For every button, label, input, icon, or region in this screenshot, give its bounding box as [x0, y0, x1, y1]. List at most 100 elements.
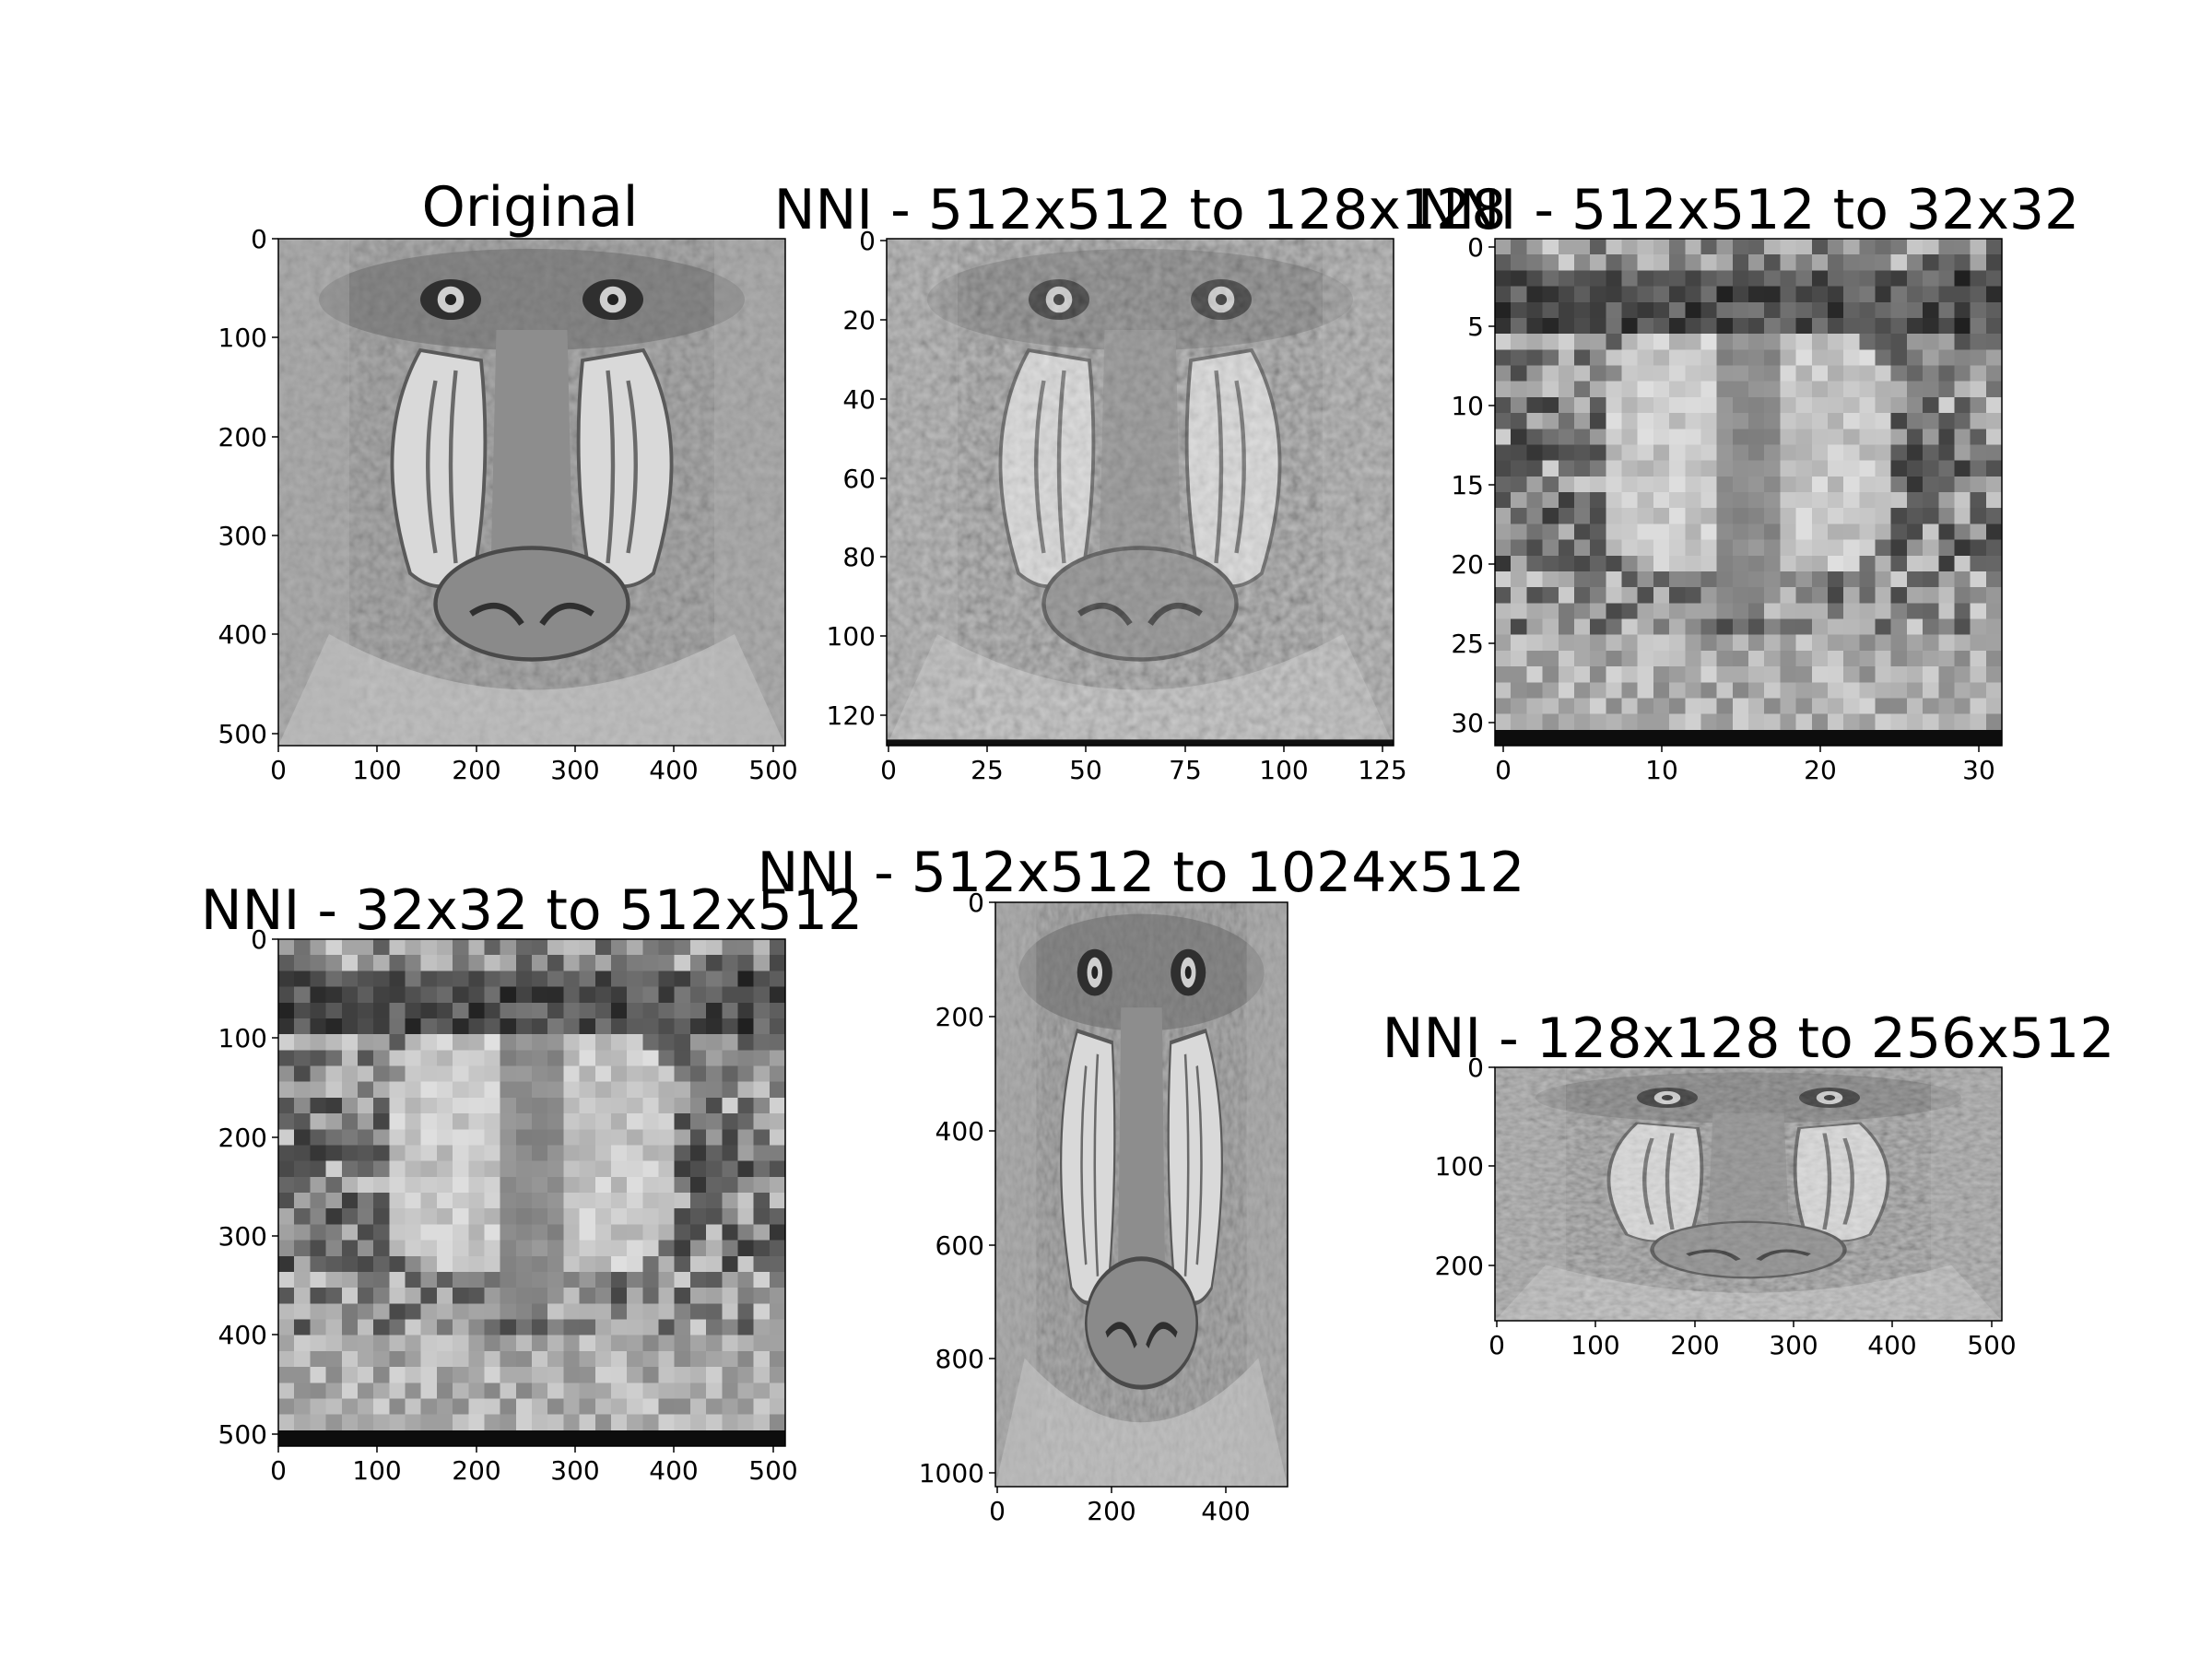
pixel-cell: [1590, 713, 1606, 731]
pixel-cell: [294, 1224, 311, 1241]
pixel-cell: [515, 1002, 533, 1019]
pixel-cell: [722, 1050, 738, 1066]
pixel-cell: [325, 1414, 343, 1431]
pixel-cell: [1573, 270, 1591, 287]
pixel-cell: [1700, 634, 1717, 652]
pixel-cell: [1573, 460, 1591, 477]
pixel-cell: [1621, 460, 1639, 477]
pixel-cell: [532, 1160, 548, 1178]
pixel-cell: [594, 1208, 612, 1225]
pixel-cell: [610, 986, 628, 1004]
pixel-cell: [706, 1208, 723, 1225]
pixel-cell: [1700, 239, 1717, 255]
pixel-cell: [1606, 270, 1622, 287]
pixel-cell: [579, 939, 596, 956]
pixel-cell: [594, 1288, 612, 1304]
pixel-cell: [1526, 508, 1543, 524]
pixel-cell: [579, 1208, 596, 1225]
pixel-cell: [1923, 682, 1939, 699]
pixel-cell: [1669, 270, 1686, 287]
pixel-cell: [547, 1193, 564, 1209]
pixel-cell: [515, 1097, 533, 1114]
pixel-cell: [1511, 729, 1527, 746]
pixel-cell: [753, 1145, 771, 1161]
pixel-cell: [1843, 301, 1860, 319]
pixel-cell: [294, 955, 311, 971]
pixel-cell: [1985, 460, 2002, 477]
pixel-cell: [658, 1097, 676, 1114]
pixel-cell: [1795, 587, 1813, 604]
pixel-cell: [722, 1081, 738, 1099]
pixel-cell: [1732, 444, 1749, 461]
pixel-cell: [642, 1430, 659, 1446]
pixel-cell: [722, 1367, 738, 1383]
pixel-cell: [500, 1350, 517, 1368]
pixel-cell: [1590, 492, 1606, 509]
pixel-cell: [1780, 286, 1796, 303]
pixel-cell: [737, 1081, 754, 1099]
pixel-cell: [1985, 270, 2002, 287]
pixel-cell: [1590, 396, 1606, 414]
pixel-cell: [594, 1224, 612, 1241]
pixel-cell: [1716, 317, 1734, 335]
pixel-cell: [389, 1145, 406, 1161]
pixel-cell: [294, 1018, 311, 1035]
pixel-cell: [468, 1255, 485, 1273]
pixel-cell: [1748, 334, 1765, 350]
pixel-cell: [1748, 476, 1765, 493]
pixel-cell: [1985, 682, 2002, 699]
mandrill-image: [887, 239, 1394, 746]
pixel-cell: [1669, 429, 1686, 445]
pixel-cell: [1653, 603, 1670, 619]
pixel-cell: [1685, 682, 1701, 699]
pixel-cell: [627, 1050, 643, 1066]
pixel-cell: [1780, 444, 1796, 461]
pixel-cell: [1795, 429, 1813, 445]
pixel-cell: [278, 1097, 295, 1114]
pixel-cell: [1511, 334, 1527, 350]
pixel-cell: [1890, 239, 1908, 255]
pixel-cell: [420, 1271, 438, 1288]
pixel-cell: [737, 986, 754, 1004]
pixel-cell: [1954, 381, 1971, 398]
pixel-cell: [1985, 254, 2002, 271]
pixel-cell: [753, 1414, 771, 1431]
pixel-cell: [1890, 508, 1908, 524]
pixel-cell: [642, 955, 659, 971]
pixel-cell: [737, 1303, 754, 1320]
pixel-cell: [436, 1414, 453, 1431]
pixel-cell: [579, 1335, 596, 1352]
pixel-cell: [1764, 413, 1781, 429]
pixel-cell: [1637, 666, 1654, 683]
pixel-cell: [1954, 729, 1971, 746]
pixel-cell: [389, 1319, 406, 1336]
pixel-cell: [1637, 587, 1654, 604]
pixel-cell: [1621, 524, 1639, 540]
pixel-cell: [1700, 539, 1717, 557]
pixel-cell: [1748, 396, 1765, 414]
pixel-cell: [1890, 365, 1908, 382]
pixel-cell: [405, 1430, 422, 1446]
pixel-cell: [753, 939, 771, 956]
pixel-cell: [1843, 713, 1860, 731]
pixel-cell: [373, 1367, 390, 1383]
pixel-cell: [1732, 349, 1749, 366]
pixel-cell: [1970, 492, 1987, 509]
pixel-cell: [1732, 413, 1749, 429]
y-tick-label: 15: [1451, 470, 1484, 500]
pixel-cell: [1875, 429, 1892, 445]
pixel-cell: [722, 1193, 738, 1209]
pixel-cell: [1906, 349, 1924, 366]
pixel-cell: [1590, 524, 1606, 540]
pixel-cell: [310, 1303, 326, 1320]
x-tick-label: 400: [649, 1455, 698, 1486]
pixel-cell: [1637, 476, 1654, 493]
pixel-cell: [1621, 587, 1639, 604]
pixel-cell: [500, 1176, 517, 1194]
pixel-cell: [405, 1129, 422, 1146]
pixel-cell: [642, 1129, 659, 1146]
pixel-cell: [420, 1193, 438, 1209]
pixel-cell: [515, 1319, 533, 1336]
pixel-cell: [753, 1319, 771, 1336]
pixel-cell: [753, 1065, 771, 1083]
